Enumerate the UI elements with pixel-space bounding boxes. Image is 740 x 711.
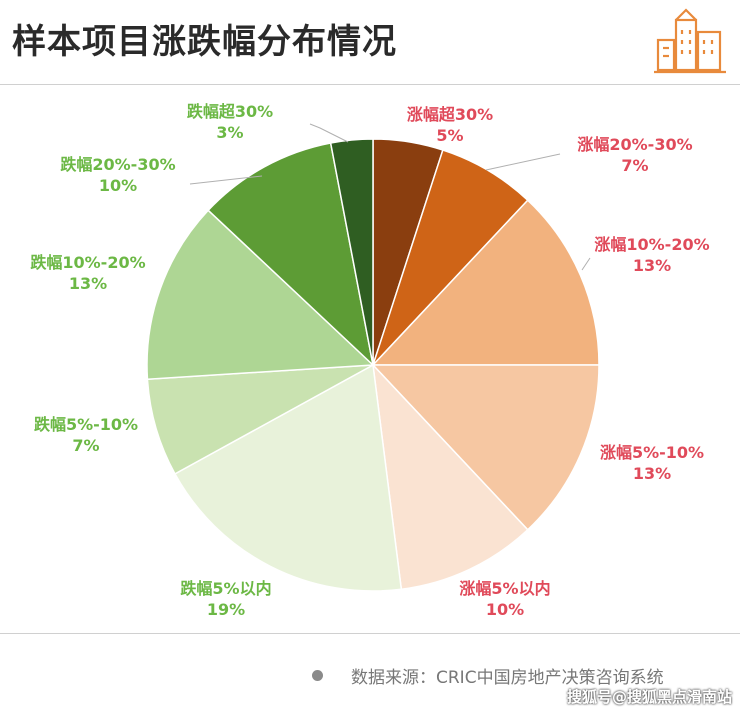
slice-label-5: 涨幅5%以内 — [459, 579, 550, 598]
leader-line-3 — [581, 257, 591, 271]
slice-value-7: 7% — [72, 436, 99, 455]
leader-line-2 — [485, 153, 561, 171]
pie-slice-5 — [371, 362, 529, 591]
slice-value-9: 10% — [99, 176, 137, 195]
leader-line-10 — [309, 123, 349, 143]
slice-value-5: 10% — [486, 600, 524, 619]
bottom-divider — [0, 633, 740, 634]
pie-slice-8 — [146, 209, 375, 380]
source-text: 数据来源：CRIC中国房地产决策咨询系统 — [351, 668, 664, 688]
slice-label-1: 涨幅超30% — [407, 105, 493, 124]
bullet-dot-icon — [312, 670, 323, 681]
slice-value-2: 7% — [621, 156, 648, 175]
pie-slice-4 — [371, 364, 600, 531]
slice-value-10: 3% — [216, 123, 243, 142]
slice-value-8: 13% — [69, 274, 107, 293]
data-source: 数据来源：CRIC中国房地产决策咨询系统 — [312, 663, 664, 688]
slice-label-9: 跌幅20%-30% — [60, 155, 175, 174]
pie-slice-10 — [329, 138, 374, 366]
slice-value-1: 5% — [436, 126, 463, 145]
leader-line-9 — [189, 175, 263, 185]
pie-slice-3 — [371, 199, 600, 366]
pie-slice-6 — [173, 363, 403, 592]
slice-value-6: 19% — [207, 600, 245, 619]
top-divider — [0, 84, 740, 85]
slice-label-2: 涨幅20%-30% — [577, 135, 692, 154]
slice-label-3: 涨幅10%-20% — [594, 235, 709, 254]
slice-label-10: 跌幅超30% — [187, 102, 273, 121]
slice-label-7: 跌幅5%-10% — [34, 415, 138, 434]
slice-label-8: 跌幅10%-20% — [30, 253, 145, 272]
building-logo-icon — [654, 8, 726, 74]
slice-value-4: 13% — [633, 464, 671, 483]
slice-value-3: 13% — [633, 256, 671, 275]
chart-title: 样本项目涨跌幅分布情况 — [12, 22, 397, 62]
slice-label-6: 跌幅5%以内 — [180, 579, 271, 598]
watermark-text: 搜狐号@搜狐黑点滑南站 — [566, 688, 732, 706]
pie-slice-9 — [207, 142, 375, 368]
slice-label-4: 涨幅5%-10% — [600, 443, 704, 462]
